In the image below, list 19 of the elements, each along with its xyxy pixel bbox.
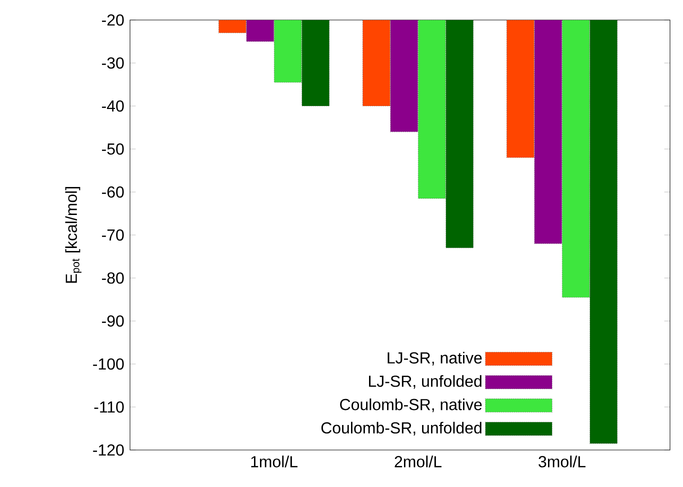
y-tick-label: -90 xyxy=(102,315,124,327)
legend-label: LJ-SR, unfolded xyxy=(369,375,482,389)
legend-label: LJ-SR, native xyxy=(388,352,482,366)
x-tick-label: 1mol/L xyxy=(251,456,298,468)
y-tick-label: -20 xyxy=(102,14,124,26)
y-tick-label: -60 xyxy=(102,186,124,198)
y-tick-label: -40 xyxy=(102,100,124,112)
y-tick-label: -120 xyxy=(93,444,124,456)
y-tick-label: -110 xyxy=(94,401,124,413)
y-tick-label: -80 xyxy=(102,272,124,284)
legend-label: Coulomb-SR, native xyxy=(340,398,482,412)
y-axis-title: E$_{pot}$ [kcal/mol] xyxy=(65,187,82,283)
y-tick-label: -70 xyxy=(102,229,124,241)
y-tick-label: -100 xyxy=(93,358,124,370)
y-tick-label: -30 xyxy=(102,57,124,69)
y-tick-label: -50 xyxy=(102,143,124,155)
legend-label: Coulomb-SR, unfolded xyxy=(321,422,482,436)
x-tick-label: 2mol/L xyxy=(394,456,442,468)
x-tick-label: 3mol/L xyxy=(538,456,586,468)
